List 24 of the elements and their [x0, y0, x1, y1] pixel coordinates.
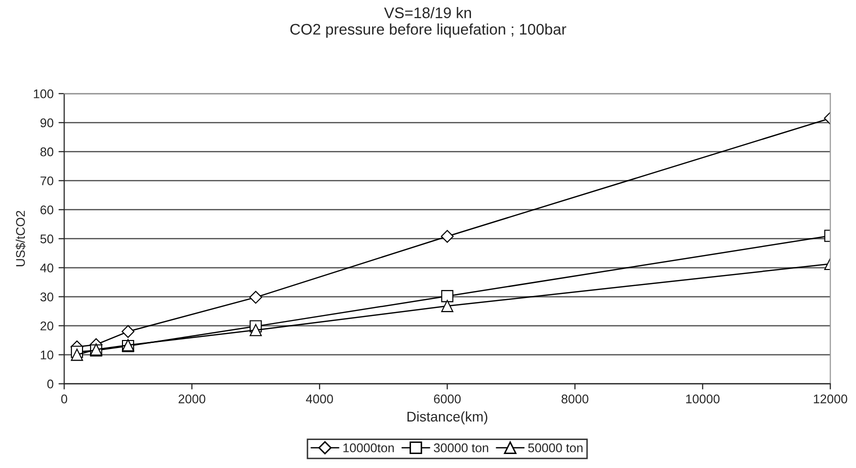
y-tick-label: 100 — [34, 89, 54, 98]
y-tick-label: 40 — [40, 263, 54, 272]
legend-label: 10000ton — [343, 443, 394, 452]
y-tick-label: 60 — [40, 205, 54, 214]
y-tick-label: 10 — [40, 350, 54, 360]
x-tick-label: 10000 — [686, 394, 720, 404]
legend-label: 50000 ton — [528, 443, 582, 452]
y-tick-label: 20 — [40, 322, 54, 330]
legend-label: 30000 ton — [434, 443, 488, 452]
x-tick-label: 0 — [61, 394, 68, 404]
x-tick-label: 6000 — [434, 394, 461, 404]
y-tick-label: 50 — [40, 234, 54, 244]
y-tick-label: 0 — [47, 380, 54, 388]
x-tick-label: 2000 — [178, 394, 206, 404]
x-axis-title: Distance(km) — [408, 411, 488, 424]
x-tick-label: 12000 — [814, 394, 848, 404]
x-tick-label: 4000 — [306, 394, 333, 404]
y-tick-label: 80 — [40, 147, 54, 156]
y-tick-label: 30 — [40, 292, 54, 302]
y-tick-label: 70 — [40, 176, 54, 186]
y-tick-label: 90 — [40, 118, 54, 128]
chart-title: VS=18/19 kn CO2 pressure before liquefation ; 100bar — [290, 7, 566, 38]
y-axis-title: US$/tCO2 — [16, 210, 26, 266]
x-tick-label: 8000 — [562, 394, 588, 404]
